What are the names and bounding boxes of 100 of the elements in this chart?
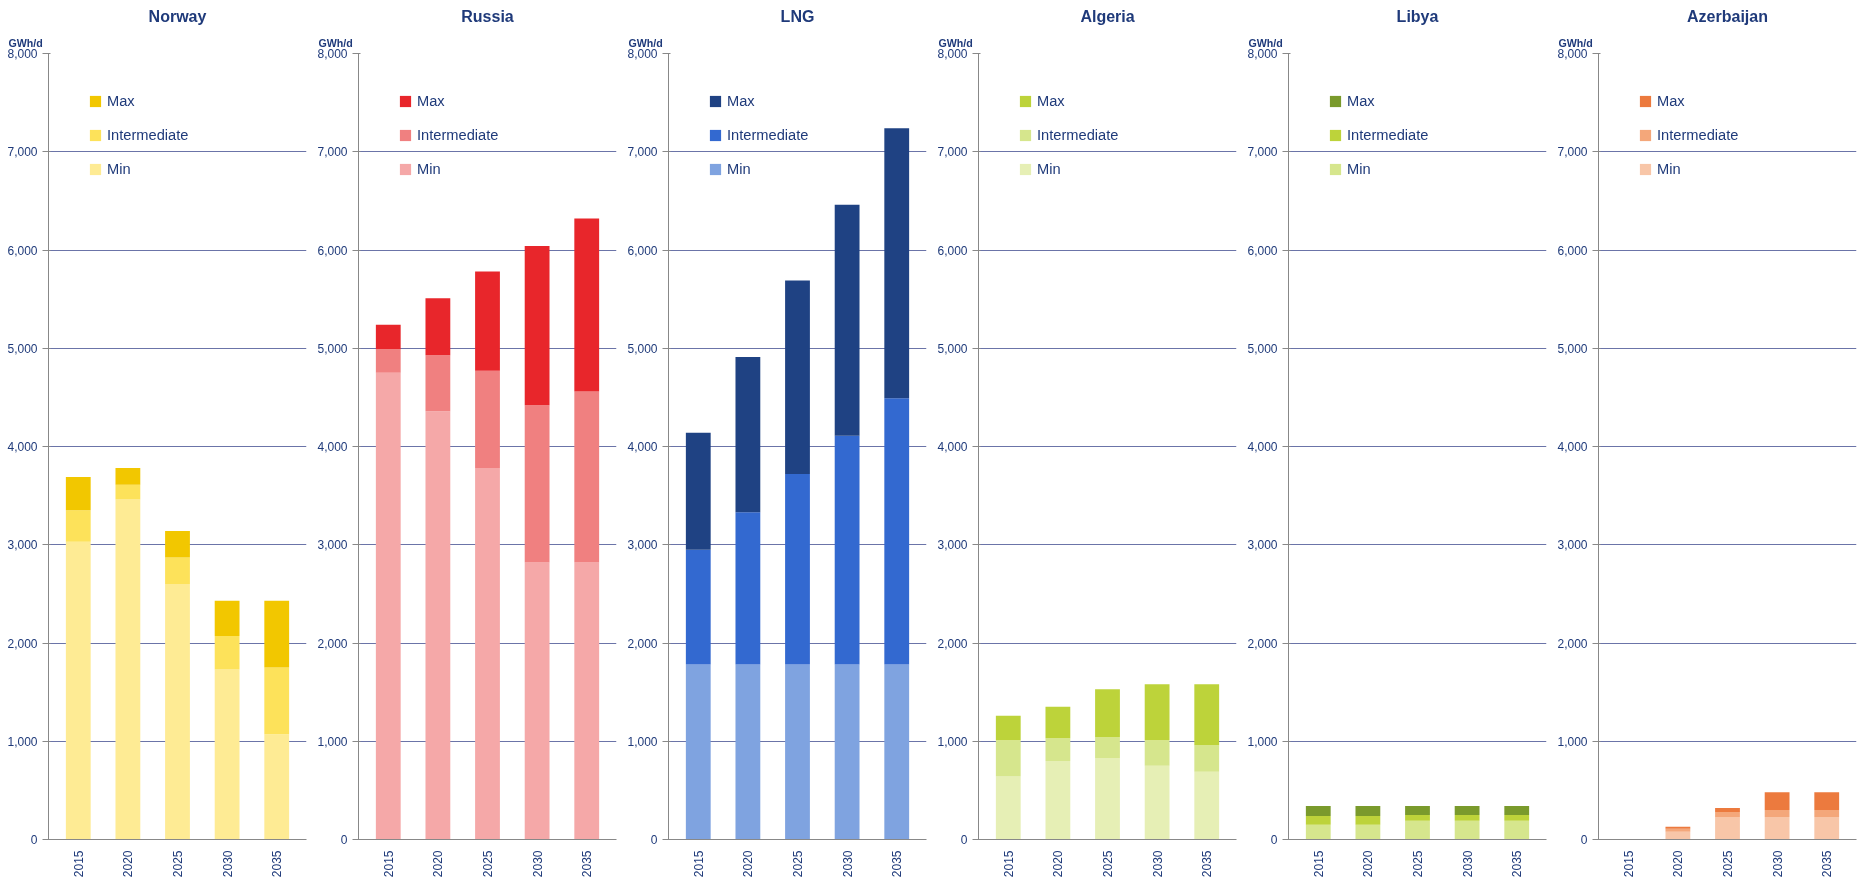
bar bbox=[65, 510, 91, 542]
x-tick-label: 2015 bbox=[381, 850, 396, 878]
bar bbox=[165, 530, 190, 558]
y-tick-label: 5,000 bbox=[937, 341, 968, 356]
bar bbox=[165, 584, 190, 840]
y-tick-label: 8,000 bbox=[1557, 47, 1588, 61]
bar bbox=[115, 484, 141, 500]
y-tick-label: 2,000 bbox=[317, 636, 348, 651]
y-tick-label: 2,000 bbox=[937, 636, 968, 651]
y-tick-label: 6,000 bbox=[7, 243, 38, 258]
y-tick-label: 0 bbox=[1580, 833, 1588, 847]
bar bbox=[1715, 816, 1740, 840]
x-tick-label: 2025 bbox=[481, 850, 495, 878]
bar bbox=[1095, 737, 1120, 758]
bar bbox=[735, 664, 761, 840]
bar bbox=[475, 468, 500, 840]
bar bbox=[1095, 757, 1120, 840]
bar bbox=[1715, 808, 1740, 812]
y-tick-label: 5,000 bbox=[627, 341, 658, 356]
y-tick-label: 3,000 bbox=[317, 538, 348, 553]
bar bbox=[884, 398, 910, 665]
y-tick-label: 1,000 bbox=[317, 734, 348, 749]
y-tick-label: 7,000 bbox=[937, 145, 968, 160]
bar bbox=[1454, 806, 1480, 815]
bar bbox=[1144, 684, 1170, 741]
x-tick-label: 2015 bbox=[1001, 850, 1016, 878]
y-tick-label: 6,000 bbox=[627, 243, 658, 258]
legend-label: Min bbox=[1037, 161, 1061, 177]
bar bbox=[214, 669, 240, 840]
y-tick-label: 4,000 bbox=[627, 440, 658, 454]
bar bbox=[425, 298, 451, 356]
chart-title: Libya bbox=[1396, 7, 1439, 25]
legend-label: Max bbox=[417, 93, 445, 109]
x-tick-label: 2020 bbox=[1671, 850, 1686, 878]
bar bbox=[1045, 738, 1071, 761]
y-tick-label: 2,000 bbox=[1247, 636, 1278, 651]
bar bbox=[884, 664, 910, 840]
legend-label: Min bbox=[727, 161, 751, 177]
bar bbox=[1194, 684, 1220, 746]
chart-title: Algeria bbox=[1080, 7, 1135, 25]
y-tick-label: 4,000 bbox=[937, 440, 968, 454]
bar bbox=[995, 776, 1021, 840]
x-tick-label: 2035 bbox=[580, 850, 595, 878]
bar bbox=[1504, 806, 1530, 815]
x-tick-label: 2035 bbox=[890, 850, 905, 878]
y-tick-label: 2,000 bbox=[627, 636, 658, 651]
x-tick-label: 2015 bbox=[691, 850, 706, 878]
bar bbox=[375, 324, 401, 350]
y-tick-label: 5,000 bbox=[7, 341, 38, 356]
y-tick-label: 5,000 bbox=[1247, 341, 1278, 356]
bar bbox=[165, 557, 190, 585]
bar bbox=[1814, 816, 1840, 840]
y-tick-label: 4,000 bbox=[317, 440, 348, 454]
y-tick-label: 8,000 bbox=[1247, 47, 1278, 61]
bar bbox=[1764, 816, 1790, 840]
bar bbox=[735, 357, 761, 513]
bar bbox=[425, 355, 451, 412]
legend-label: Min bbox=[1657, 161, 1681, 177]
y-tick-label: 7,000 bbox=[1557, 145, 1588, 160]
bar bbox=[1814, 792, 1840, 811]
bar bbox=[1454, 814, 1480, 821]
x-tick-label: 2025 bbox=[791, 850, 805, 878]
bar bbox=[1665, 831, 1691, 840]
y-axis-title: GWh/d bbox=[318, 36, 353, 49]
bar bbox=[574, 218, 600, 392]
bar bbox=[685, 432, 711, 550]
bar bbox=[425, 411, 451, 840]
x-tick-label: 2015 bbox=[1311, 850, 1326, 878]
bar bbox=[995, 715, 1021, 741]
x-tick-label: 2015 bbox=[1621, 850, 1636, 878]
y-tick-label: 8,000 bbox=[7, 47, 38, 61]
y-tick-label: 6,000 bbox=[317, 243, 348, 258]
bar bbox=[264, 734, 290, 840]
bar bbox=[685, 664, 711, 840]
y-tick-label: 0 bbox=[340, 833, 348, 847]
bar bbox=[574, 391, 600, 563]
bar bbox=[1715, 811, 1740, 817]
bar bbox=[264, 667, 290, 735]
y-tick-label: 3,000 bbox=[7, 538, 38, 553]
bar bbox=[524, 246, 550, 406]
bar bbox=[1405, 820, 1430, 840]
bar bbox=[1355, 824, 1381, 840]
x-tick-label: 2025 bbox=[1411, 850, 1425, 878]
bar bbox=[1095, 689, 1120, 738]
chart-title: Azerbaijan bbox=[1687, 7, 1768, 25]
legend-label: Intermediate bbox=[1347, 127, 1429, 143]
legend-label: Min bbox=[417, 161, 441, 177]
y-tick-label: 8,000 bbox=[627, 47, 658, 61]
x-tick-label: 2030 bbox=[530, 850, 545, 878]
x-tick-label: 2030 bbox=[1150, 850, 1165, 878]
bar bbox=[1405, 806, 1430, 815]
y-tick-label: 3,000 bbox=[627, 538, 658, 553]
x-tick-label: 2035 bbox=[1510, 850, 1525, 878]
x-tick-label: 2025 bbox=[171, 850, 185, 878]
y-tick-label: 8,000 bbox=[317, 47, 348, 61]
y-axis-title: GWh/d bbox=[8, 36, 43, 49]
bar bbox=[1504, 820, 1530, 840]
bar bbox=[1355, 806, 1381, 816]
y-tick-label: 0 bbox=[1270, 833, 1278, 847]
chart-title: LNG bbox=[780, 7, 815, 25]
